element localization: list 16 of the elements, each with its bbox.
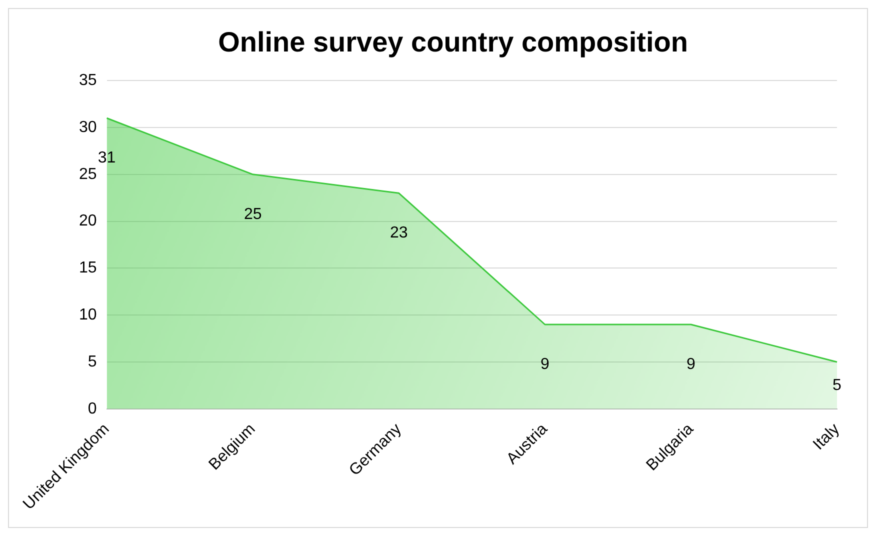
y-tick-label: 5 bbox=[88, 353, 97, 370]
data-label: 9 bbox=[540, 356, 550, 373]
y-tick-label: 10 bbox=[79, 306, 97, 324]
data-label: 5 bbox=[832, 376, 842, 394]
y-tick-label: 0 bbox=[88, 400, 97, 418]
y-tick-label: 15 bbox=[79, 260, 97, 277]
y-tick-label: 30 bbox=[79, 118, 97, 136]
data-label: 9 bbox=[686, 356, 696, 373]
data-label: 25 bbox=[244, 206, 262, 223]
y-tick-label: 20 bbox=[79, 212, 97, 230]
y-tick-label: 35 bbox=[79, 72, 97, 90]
x-tick-label: Italy bbox=[810, 420, 843, 454]
data-label: 31 bbox=[98, 150, 116, 167]
y-tick-label: 25 bbox=[79, 166, 97, 183]
chart-title: Online survey country composition bbox=[218, 26, 688, 58]
data-label: 23 bbox=[390, 224, 408, 242]
